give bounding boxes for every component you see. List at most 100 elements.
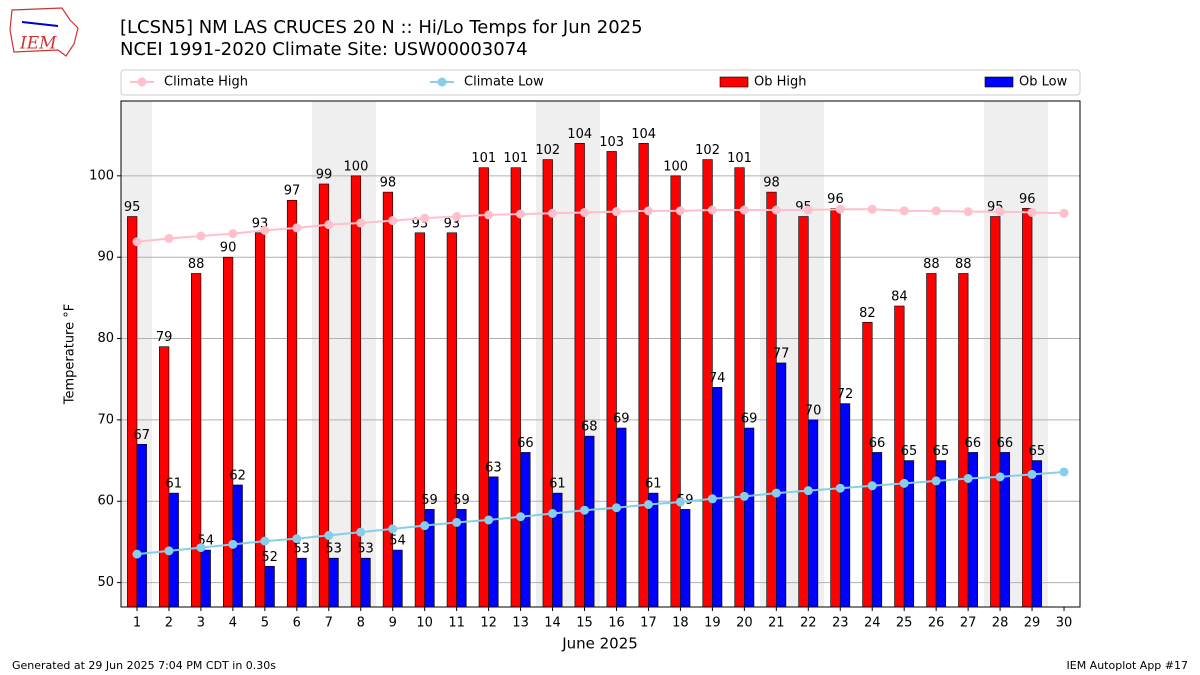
line-point [548,508,558,518]
bar-value-label: 101 [503,151,528,166]
logo-outline [9,7,79,57]
bar [830,208,841,608]
x-tick-label: 18 [672,616,689,631]
x-tick-label: 19 [704,616,721,631]
bar-value-label: 70 [805,403,822,418]
bar-value-label: 82 [859,306,876,321]
line-point [803,486,813,496]
legend-label: Climate Low [464,75,544,90]
bar [734,167,745,608]
bar [542,159,553,608]
bar [670,175,681,608]
line-point [516,209,526,219]
bar [744,427,755,608]
bar-value-label: 63 [485,460,502,475]
line-point [196,231,206,241]
bar [766,191,777,608]
bar [264,566,275,608]
chart-title: [LCSN5] NM LAS CRUCES 20 N :: Hi/Lo Temp… [120,17,643,38]
line-point [963,207,973,217]
bar-value-label: 68 [581,420,598,435]
x-tick-label: 13 [512,616,529,631]
bar [328,557,339,608]
bar-value-label: 53 [293,542,310,557]
y-tick-label: 100 [89,168,114,183]
bar-value-label: 88 [923,257,940,272]
bar [510,167,521,608]
line-point [963,473,973,483]
bar [488,476,499,608]
bar-value-label: 97 [284,184,301,199]
line-point [452,212,462,222]
line-point [292,223,302,233]
bar [360,557,371,608]
x-tick-label: 14 [544,616,561,631]
bar-value-label: 90 [220,241,237,256]
bar-value-label: 53 [325,542,342,557]
bar-value-label: 98 [763,176,780,191]
y-axis-label: Temperature °F [63,304,78,405]
legend [120,69,1081,96]
line-point [228,229,238,239]
footer-left: Generated at 29 Jun 2025 7:04 PM CDT in … [12,659,276,672]
line-point [356,218,366,228]
line-point [835,483,845,493]
chart-subtitle: NCEI 1991-2020 Climate Site: USW00003074 [120,39,528,60]
line-point [867,481,877,491]
bar [136,443,147,608]
line-point [771,488,781,498]
bar [680,509,691,608]
x-tick-label: 6 [293,616,301,631]
line-point [260,536,270,546]
bar-value-label: 88 [188,257,205,272]
line-point [420,213,430,223]
bar-value-label: 65 [901,444,918,459]
line-point [931,476,941,486]
bar-value-label: 79 [156,330,173,345]
logo: IEM [9,7,79,57]
logo-line [21,21,59,27]
bar [392,549,403,608]
bar-value-label: 69 [741,412,758,427]
bar-value-label: 65 [933,444,950,459]
y-tick-label: 70 [97,412,114,427]
x-tick-label: 4 [229,616,237,631]
bar [414,232,425,608]
line [136,208,1065,243]
bar-value-label: 59 [421,493,438,508]
legend-marker [437,77,447,87]
bar [990,216,1001,608]
bar [584,435,595,608]
line-point [643,499,653,509]
line-point [1059,467,1069,477]
line-point [835,204,845,214]
line-point [516,512,526,522]
line-point [324,530,334,540]
line-point [867,204,877,214]
bar-value-label: 61 [165,477,182,492]
bar-value-label: 96 [827,192,844,207]
line-point [899,206,909,216]
bar-value-label: 99 [316,167,333,182]
bar-value-label: 67 [134,428,151,443]
bar-value-label: 77 [773,346,790,361]
bar-value-label: 61 [645,477,662,492]
bar [648,492,659,608]
line-point [803,205,813,215]
x-tick-label: 24 [864,616,881,631]
line-point [292,534,302,544]
line-point [675,497,685,507]
line-point [931,206,941,216]
bar [871,452,883,608]
bar [1022,208,1033,608]
bar-value-label: 54 [389,534,406,549]
bar [191,273,202,608]
bar-value-label: 62 [229,468,246,483]
line-point [611,503,621,513]
x-tick-label: 12 [480,616,497,631]
x-axis-label: June 2025 [561,635,638,653]
bar-value-label: 72 [837,387,854,402]
line-point [356,527,366,537]
bar [478,167,489,608]
